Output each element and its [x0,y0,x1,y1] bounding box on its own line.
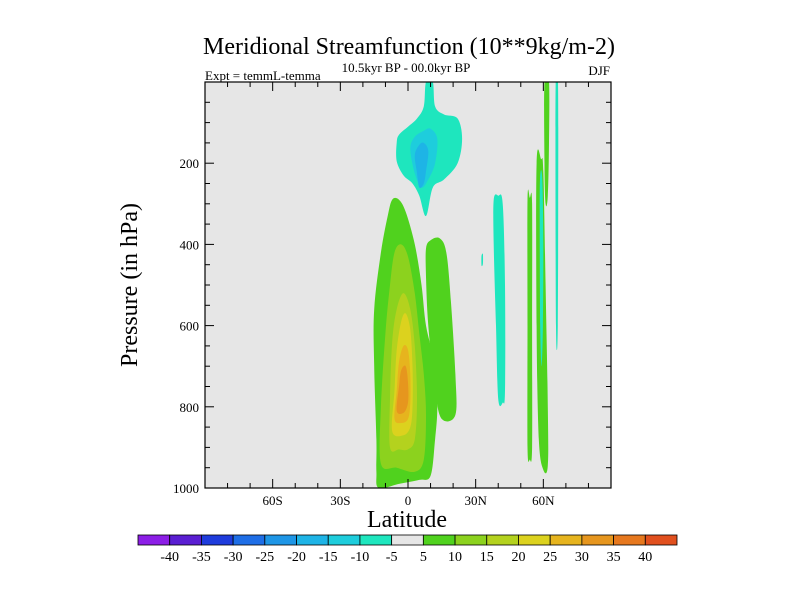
chart-title: Meridional Streamfunction (10**9kg/m-2) [203,34,615,60]
y-tick-label: 200 [180,156,200,171]
colorbar-label: -40 [160,550,179,565]
colorbar-label: 10 [448,550,462,565]
colorbar-box [518,534,551,546]
colorbar-box [232,534,266,546]
contour-negative-strip-65n [555,82,559,350]
colorbar-box [422,534,456,546]
season-label: DJF [588,63,610,78]
contour-negative-cell-upper-inner [414,142,429,189]
y-tick-label: 800 [180,400,200,415]
colorbar-box [137,534,171,546]
colorbar-label: -10 [351,550,370,565]
colorbar-box [201,534,234,546]
colorbar-label: 15 [480,550,494,565]
colorbar-label: 35 [607,550,621,565]
colorbar-box [486,534,519,546]
colorbar-box [359,534,393,546]
colorbar-label: 30 [575,550,589,565]
colorbar-box [169,534,202,546]
x-axis-label: Latitude [367,507,447,533]
colorbar-box [264,534,297,546]
contour-positive-strip-60n-upper [544,82,550,207]
colorbar-box [549,534,583,546]
colorbar-label: 5 [420,550,427,565]
colorbar-label: -25 [255,550,274,565]
colorbar-label: -15 [319,550,338,565]
experiment-label: Expt = temmL-temma [205,68,321,83]
colorbar-label: 40 [638,550,652,565]
x-tick-label: 30N [464,493,487,508]
y-tick-label: 600 [180,319,200,334]
y-axis-label: Pressure (in hPa) [117,203,143,367]
colorbar-label: -30 [224,550,243,565]
colorbar-box [327,534,361,546]
chart-subtitle: 10.5kyr BP - 00.0kyr BP [342,60,471,75]
x-tick-label: 60N [532,493,555,508]
colorbar-box [454,534,488,546]
x-tick-label: 30S [330,493,350,508]
x-tick-label: 60S [263,493,283,508]
axis-layer: 60S 30S 0 30N 60N 200 400 600 800 1000 [173,82,611,508]
colorbar-label: -35 [192,550,211,565]
contour-positive-cell-35 [396,365,409,415]
colorbar-box [581,534,614,546]
y-tick-label: 1000 [173,481,199,496]
contour-negative-speck-33n [481,253,484,267]
colorbar-label: -5 [386,550,398,565]
colorbar: -40 -35 -30 -25 -20 -15 -10 -5 5 10 15 20 25 30 35 40 [137,534,678,565]
colorbar-label: 20 [511,550,525,565]
colorbar-label: -20 [287,550,306,565]
contour-negative-strip-58n [539,170,544,367]
contour-positive-cell-north [425,237,457,422]
contour-positive-strip-50n [527,189,533,462]
y-tick-label: 400 [180,237,200,252]
contour-negative-band-40n [493,194,506,407]
colorbar-box [391,534,424,546]
colorbar-box [644,534,678,546]
x-tick-label: 0 [405,493,412,508]
colorbar-box [613,534,646,546]
contour-layer [373,82,559,488]
colorbar-label: 25 [543,550,557,565]
colorbar-box [296,534,329,546]
